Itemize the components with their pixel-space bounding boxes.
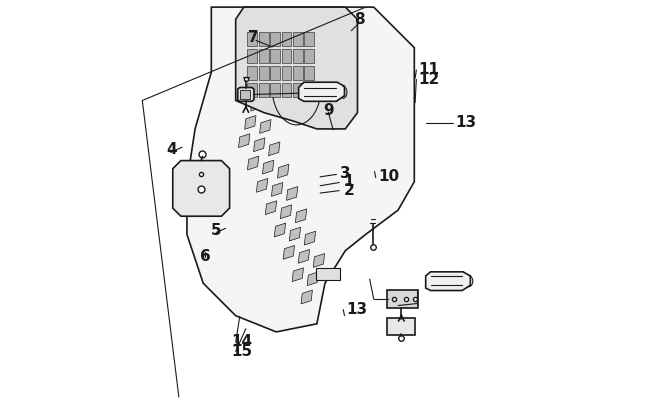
Polygon shape — [298, 83, 344, 102]
Polygon shape — [268, 143, 280, 156]
FancyBboxPatch shape — [248, 67, 257, 81]
FancyBboxPatch shape — [248, 84, 257, 98]
Polygon shape — [187, 8, 414, 332]
FancyBboxPatch shape — [304, 33, 314, 47]
Polygon shape — [304, 232, 316, 245]
Polygon shape — [272, 183, 283, 197]
Polygon shape — [259, 120, 271, 134]
Polygon shape — [283, 246, 294, 260]
Polygon shape — [313, 254, 324, 268]
Polygon shape — [287, 187, 298, 201]
FancyBboxPatch shape — [304, 50, 314, 64]
Polygon shape — [289, 228, 301, 241]
FancyBboxPatch shape — [293, 67, 303, 81]
FancyBboxPatch shape — [248, 50, 257, 64]
Text: 1: 1 — [343, 174, 354, 189]
FancyBboxPatch shape — [281, 50, 291, 64]
FancyBboxPatch shape — [270, 84, 280, 98]
Polygon shape — [263, 161, 274, 175]
Polygon shape — [239, 134, 250, 148]
FancyBboxPatch shape — [387, 290, 418, 309]
Polygon shape — [426, 272, 471, 291]
Text: 11: 11 — [419, 62, 439, 77]
FancyBboxPatch shape — [259, 67, 268, 81]
Polygon shape — [307, 272, 318, 286]
FancyBboxPatch shape — [270, 50, 280, 64]
Text: 13: 13 — [456, 115, 477, 130]
Text: 12: 12 — [419, 72, 439, 86]
Text: 2: 2 — [343, 182, 354, 197]
Text: 9: 9 — [323, 103, 333, 117]
FancyBboxPatch shape — [281, 33, 291, 47]
Text: 7: 7 — [248, 30, 259, 45]
Text: 13: 13 — [346, 301, 367, 316]
FancyBboxPatch shape — [248, 33, 257, 47]
FancyBboxPatch shape — [259, 84, 268, 98]
Polygon shape — [236, 8, 358, 130]
FancyBboxPatch shape — [281, 67, 291, 81]
Text: 8: 8 — [354, 12, 365, 27]
FancyBboxPatch shape — [293, 84, 303, 98]
Text: 15: 15 — [231, 343, 253, 358]
FancyBboxPatch shape — [259, 50, 268, 64]
FancyBboxPatch shape — [293, 50, 303, 64]
FancyBboxPatch shape — [240, 91, 250, 100]
FancyBboxPatch shape — [259, 33, 268, 47]
Text: 10: 10 — [378, 169, 400, 183]
FancyBboxPatch shape — [304, 84, 314, 98]
FancyBboxPatch shape — [304, 67, 314, 81]
Polygon shape — [256, 179, 268, 193]
FancyBboxPatch shape — [293, 33, 303, 47]
Polygon shape — [301, 290, 313, 304]
Text: 3: 3 — [341, 166, 351, 181]
Polygon shape — [292, 268, 304, 282]
Text: 4: 4 — [166, 142, 176, 156]
Polygon shape — [173, 161, 229, 217]
Text: 5: 5 — [211, 223, 221, 237]
FancyBboxPatch shape — [387, 318, 415, 335]
Polygon shape — [238, 88, 254, 102]
Polygon shape — [280, 205, 292, 219]
FancyBboxPatch shape — [281, 84, 291, 98]
Text: 14: 14 — [231, 334, 253, 348]
FancyBboxPatch shape — [316, 269, 340, 280]
Polygon shape — [295, 209, 307, 223]
FancyBboxPatch shape — [270, 67, 280, 81]
Polygon shape — [254, 139, 265, 152]
Polygon shape — [278, 165, 289, 179]
FancyBboxPatch shape — [270, 33, 280, 47]
Polygon shape — [244, 116, 256, 130]
Text: 6: 6 — [200, 249, 211, 263]
Polygon shape — [274, 224, 285, 237]
Polygon shape — [298, 250, 309, 264]
Polygon shape — [248, 157, 259, 171]
Polygon shape — [251, 98, 262, 112]
Polygon shape — [265, 201, 277, 215]
